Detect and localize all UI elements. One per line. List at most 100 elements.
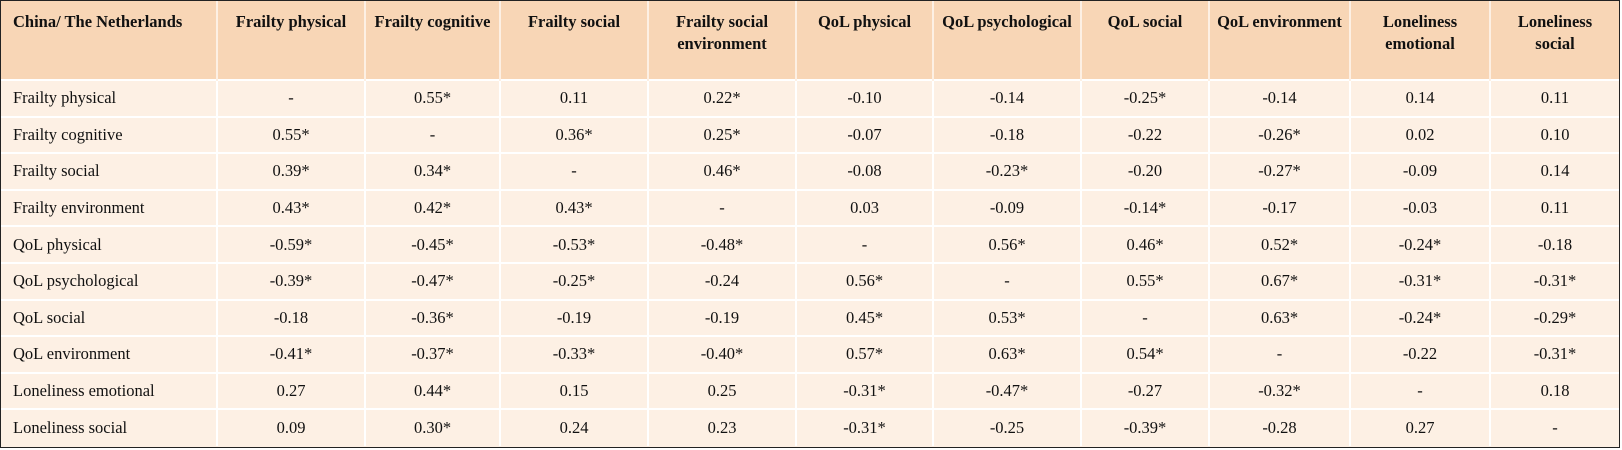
- table-cell: 0.63*: [933, 335, 1082, 373]
- table-cell: -0.18: [1490, 225, 1619, 263]
- row-label: Frailty environment: [1, 188, 218, 227]
- table-cell: -0.07: [796, 115, 934, 154]
- table-cell: 0.09: [217, 408, 366, 446]
- table-cell: 0.03: [796, 188, 934, 227]
- table-cell: -: [365, 115, 501, 154]
- table-cell: 0.44*: [365, 371, 501, 410]
- table-cell: 0.36*: [500, 115, 649, 154]
- table-cell: 0.22*: [648, 79, 797, 117]
- table-cell: 0.10: [1490, 115, 1619, 154]
- table-cell: -0.24: [648, 261, 797, 300]
- table-row: QoL physical -0.59* -0.45* -0.53* -0.48* -0.5…: [1, 225, 1619, 263]
- table-cell: -0.19: [500, 298, 649, 337]
- column-header: Frailty social: [500, 1, 649, 80]
- table-cell: 0.11: [500, 79, 649, 117]
- table-cell: -0.40*: [648, 335, 797, 373]
- row-label: Frailty cognitive: [1, 115, 218, 154]
- table-cell: -0.22: [1081, 115, 1210, 154]
- table-cell: -0.09: [1350, 152, 1491, 190]
- table-cell: -0.20: [1081, 152, 1210, 190]
- table-row: Loneliness emotional 0.27 0.44* 0.15 0.25 -0.…: [1, 371, 1619, 410]
- table-cell: -0.39*: [1081, 408, 1210, 446]
- table-cell: 0.14: [1350, 79, 1491, 117]
- row-label: QoL physical: [1, 225, 218, 263]
- table-cell: -0.14*: [1081, 188, 1210, 227]
- table-cell: -0.27: [1081, 371, 1210, 410]
- table-cell: -: [648, 188, 797, 227]
- table-cell: -0.32*: [1209, 371, 1351, 410]
- table-cell: -0.41*: [217, 335, 366, 373]
- table-cell: 0.56*: [933, 225, 1082, 263]
- table-cell: -0.25*: [500, 261, 649, 300]
- table-cell: 0.18: [1490, 371, 1619, 410]
- table-cell: -0.25: [933, 408, 1082, 446]
- table-row: QoL psychological -0.39* -0.47* -0.25* -0.24…: [1, 261, 1619, 300]
- table-cell: -0.14: [1209, 79, 1351, 117]
- table-cell: 0.43*: [217, 188, 366, 227]
- column-header: Frailty cognitive: [365, 1, 501, 80]
- table-row: QoL social -0.18 -0.36* -0.19 -0.19 0.45* 0.53…: [1, 298, 1619, 337]
- table-cell: -0.37*: [365, 335, 501, 373]
- table-cell: -0.27*: [1209, 152, 1351, 190]
- table-cell: -: [796, 225, 934, 263]
- table-cell: -0.31*: [796, 408, 934, 446]
- table-cell: 0.55*: [365, 79, 501, 117]
- header-row: China/ The Netherlands Frailty physical …: [1, 1, 1619, 80]
- table-cell: -: [217, 79, 366, 117]
- table-cell: -0.19: [648, 298, 797, 337]
- table-cell: 0.27: [1350, 408, 1491, 446]
- table-cell: -0.09: [933, 188, 1082, 227]
- table-cell: -0.10: [796, 79, 934, 117]
- table-cell: -0.18: [933, 115, 1082, 154]
- table-cell: 0.45*: [796, 298, 934, 337]
- row-label: Frailty physical: [1, 79, 218, 117]
- row-label: Loneliness social: [1, 408, 218, 446]
- table-cell: -0.25*: [1081, 79, 1210, 117]
- table-cell: 0.55*: [217, 115, 366, 154]
- table-cell: -0.22: [1350, 335, 1491, 373]
- table-cell: -: [933, 261, 1082, 300]
- table-cell: 0.53*: [933, 298, 1082, 337]
- table-cell: -0.29*: [1490, 298, 1619, 337]
- table-body: Frailty physical -0.55* 0.11 0.22* -0.10 -0.1…: [1, 79, 1619, 446]
- table-cell: 0.42*: [365, 188, 501, 227]
- table-cell: -: [1081, 298, 1210, 337]
- table-cell: 0.56*: [796, 261, 934, 300]
- table-header: China/ The Netherlands Frailty physical …: [1, 1, 1619, 80]
- table-cell: 0.46*: [648, 152, 797, 190]
- row-label: QoL psychological: [1, 261, 218, 300]
- row-label: Loneliness emotional: [1, 371, 218, 410]
- table-cell: 0.55*: [1081, 261, 1210, 300]
- table-cell: 0.54*: [1081, 335, 1210, 373]
- row-label: QoL environment: [1, 335, 218, 373]
- table-cell: 0.24: [500, 408, 649, 446]
- table-cell: 0.23: [648, 408, 797, 446]
- table-cell: 0.25*: [648, 115, 797, 154]
- table-row: Frailty physical -0.55* 0.11 0.22* -0.10 -0.1…: [1, 79, 1619, 117]
- table-row: Loneliness social 0.09 0.30* 0.24 0.23 -0.31*…: [1, 408, 1619, 446]
- table-cell: -0.08: [796, 152, 934, 190]
- table-cell: -0.31*: [1350, 261, 1491, 300]
- table-cell: -0.24*: [1350, 225, 1491, 263]
- row-label: Frailty social: [1, 152, 218, 190]
- table-cell: 0.27: [217, 371, 366, 410]
- table-cell: -0.31*: [796, 371, 934, 410]
- table-cell: -: [1350, 371, 1491, 410]
- column-header: Frailty social environment: [648, 1, 797, 80]
- table-cell: 0.14: [1490, 152, 1619, 190]
- table-cell: 0.25: [648, 371, 797, 410]
- table-cell: 0.11: [1490, 79, 1619, 117]
- column-header: Loneliness emotional: [1350, 1, 1491, 80]
- table-cell: -0.48*: [648, 225, 797, 263]
- table-cell: 0.39*: [217, 152, 366, 190]
- table-cell: -0.33*: [500, 335, 649, 373]
- table-cell: -: [1209, 335, 1351, 373]
- table-cell: -0.31*: [1490, 261, 1619, 300]
- column-header: QoL psychological: [933, 1, 1082, 80]
- column-header: QoL social: [1081, 1, 1210, 80]
- table-cell: 0.11: [1490, 188, 1619, 227]
- column-header: QoL environment: [1209, 1, 1351, 80]
- table-row: QoL environment -0.41* -0.37* -0.33* -0.40* 0…: [1, 335, 1619, 373]
- table-cell: -: [500, 152, 649, 190]
